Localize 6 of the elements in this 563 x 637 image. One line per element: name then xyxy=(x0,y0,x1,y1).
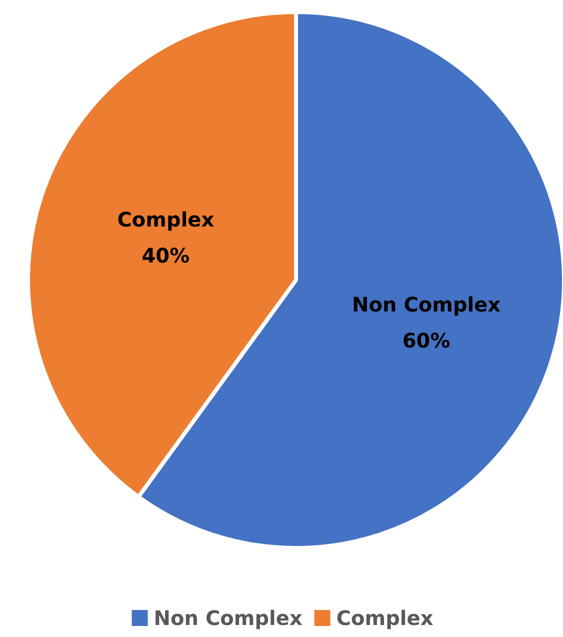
legend-label: Non Complex xyxy=(154,606,302,630)
slice-label: Non Complex xyxy=(352,292,501,316)
slice-label: Complex xyxy=(117,208,214,232)
data-label: 40% xyxy=(142,244,190,268)
legend-label: Complex xyxy=(336,606,434,630)
data-label: 60% xyxy=(402,328,450,352)
